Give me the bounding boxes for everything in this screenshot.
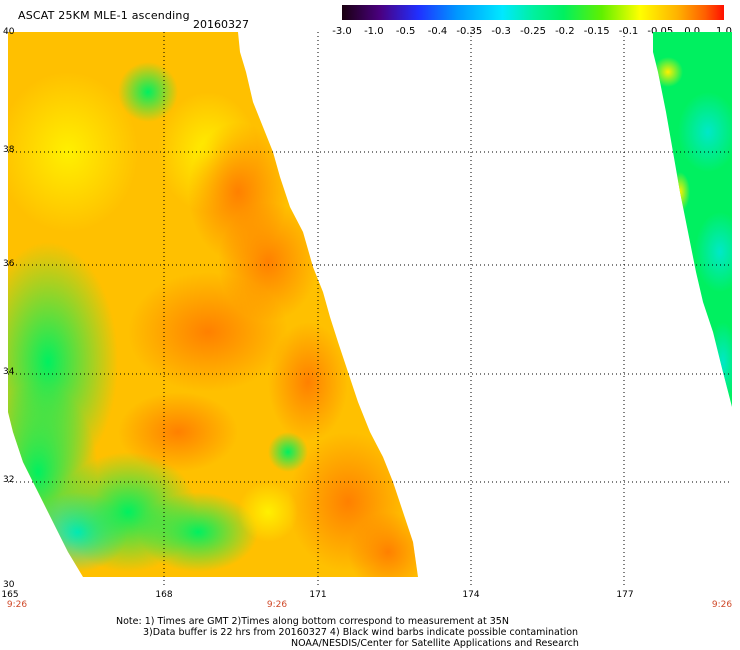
grid-lines [8, 32, 732, 587]
lat-label-34: 34 [3, 367, 15, 377]
swath-west [8, 32, 418, 577]
wind-swath-map [8, 32, 732, 587]
colorbar-label: -0.2 [555, 26, 575, 37]
colorbar-label: -1.0 [364, 26, 384, 37]
product-title: ASCAT 25KM MLE-1 ascending [18, 9, 190, 22]
colorbar-label: -3.0 [332, 26, 352, 37]
footer-note-line2: 3)Data buffer is 22 hrs from 20160327 4)… [143, 627, 579, 638]
colorbar-label: -0.5 [395, 26, 416, 37]
colorbar-label: -0.15 [583, 26, 610, 37]
colorbar [342, 5, 724, 20]
colorbar-label: -0.35 [456, 26, 483, 37]
time-label-right: 9:26 [711, 600, 733, 610]
lon-label-165: 165 [1, 590, 19, 600]
lon-label-174: 174 [462, 590, 480, 600]
time-label-center: 9:26 [266, 600, 288, 610]
lat-label-32: 32 [3, 475, 15, 485]
colorbar-label: -0.05 [647, 26, 674, 37]
colorbar-label: 0.0 [684, 26, 701, 37]
colorbar-label: 1.0 [716, 26, 732, 37]
lat-label-38: 38 [3, 145, 15, 155]
colorbar-label: -0.3 [491, 26, 511, 37]
time-label-left: 9:26 [6, 600, 28, 610]
lon-label-168: 168 [155, 590, 173, 600]
swath-east [653, 32, 732, 407]
colorbar-label: -0.4 [427, 26, 448, 37]
lon-label-171: 171 [309, 590, 327, 600]
product-date: 20160327 [193, 18, 249, 31]
lat-label-40: 40 [3, 27, 15, 37]
lon-label-177: 177 [616, 590, 634, 600]
lat-label-36: 36 [3, 259, 15, 269]
footer-credit: NOAA/NESDIS/Center for Satellite Applica… [291, 638, 579, 649]
lat-label-30: 30 [3, 580, 15, 590]
footer-note-line1: Note: 1) Times are GMT 2)Times along bot… [116, 616, 509, 627]
colorbar-label: -0.25 [520, 26, 546, 37]
colorbar-label: -0.1 [618, 26, 639, 37]
